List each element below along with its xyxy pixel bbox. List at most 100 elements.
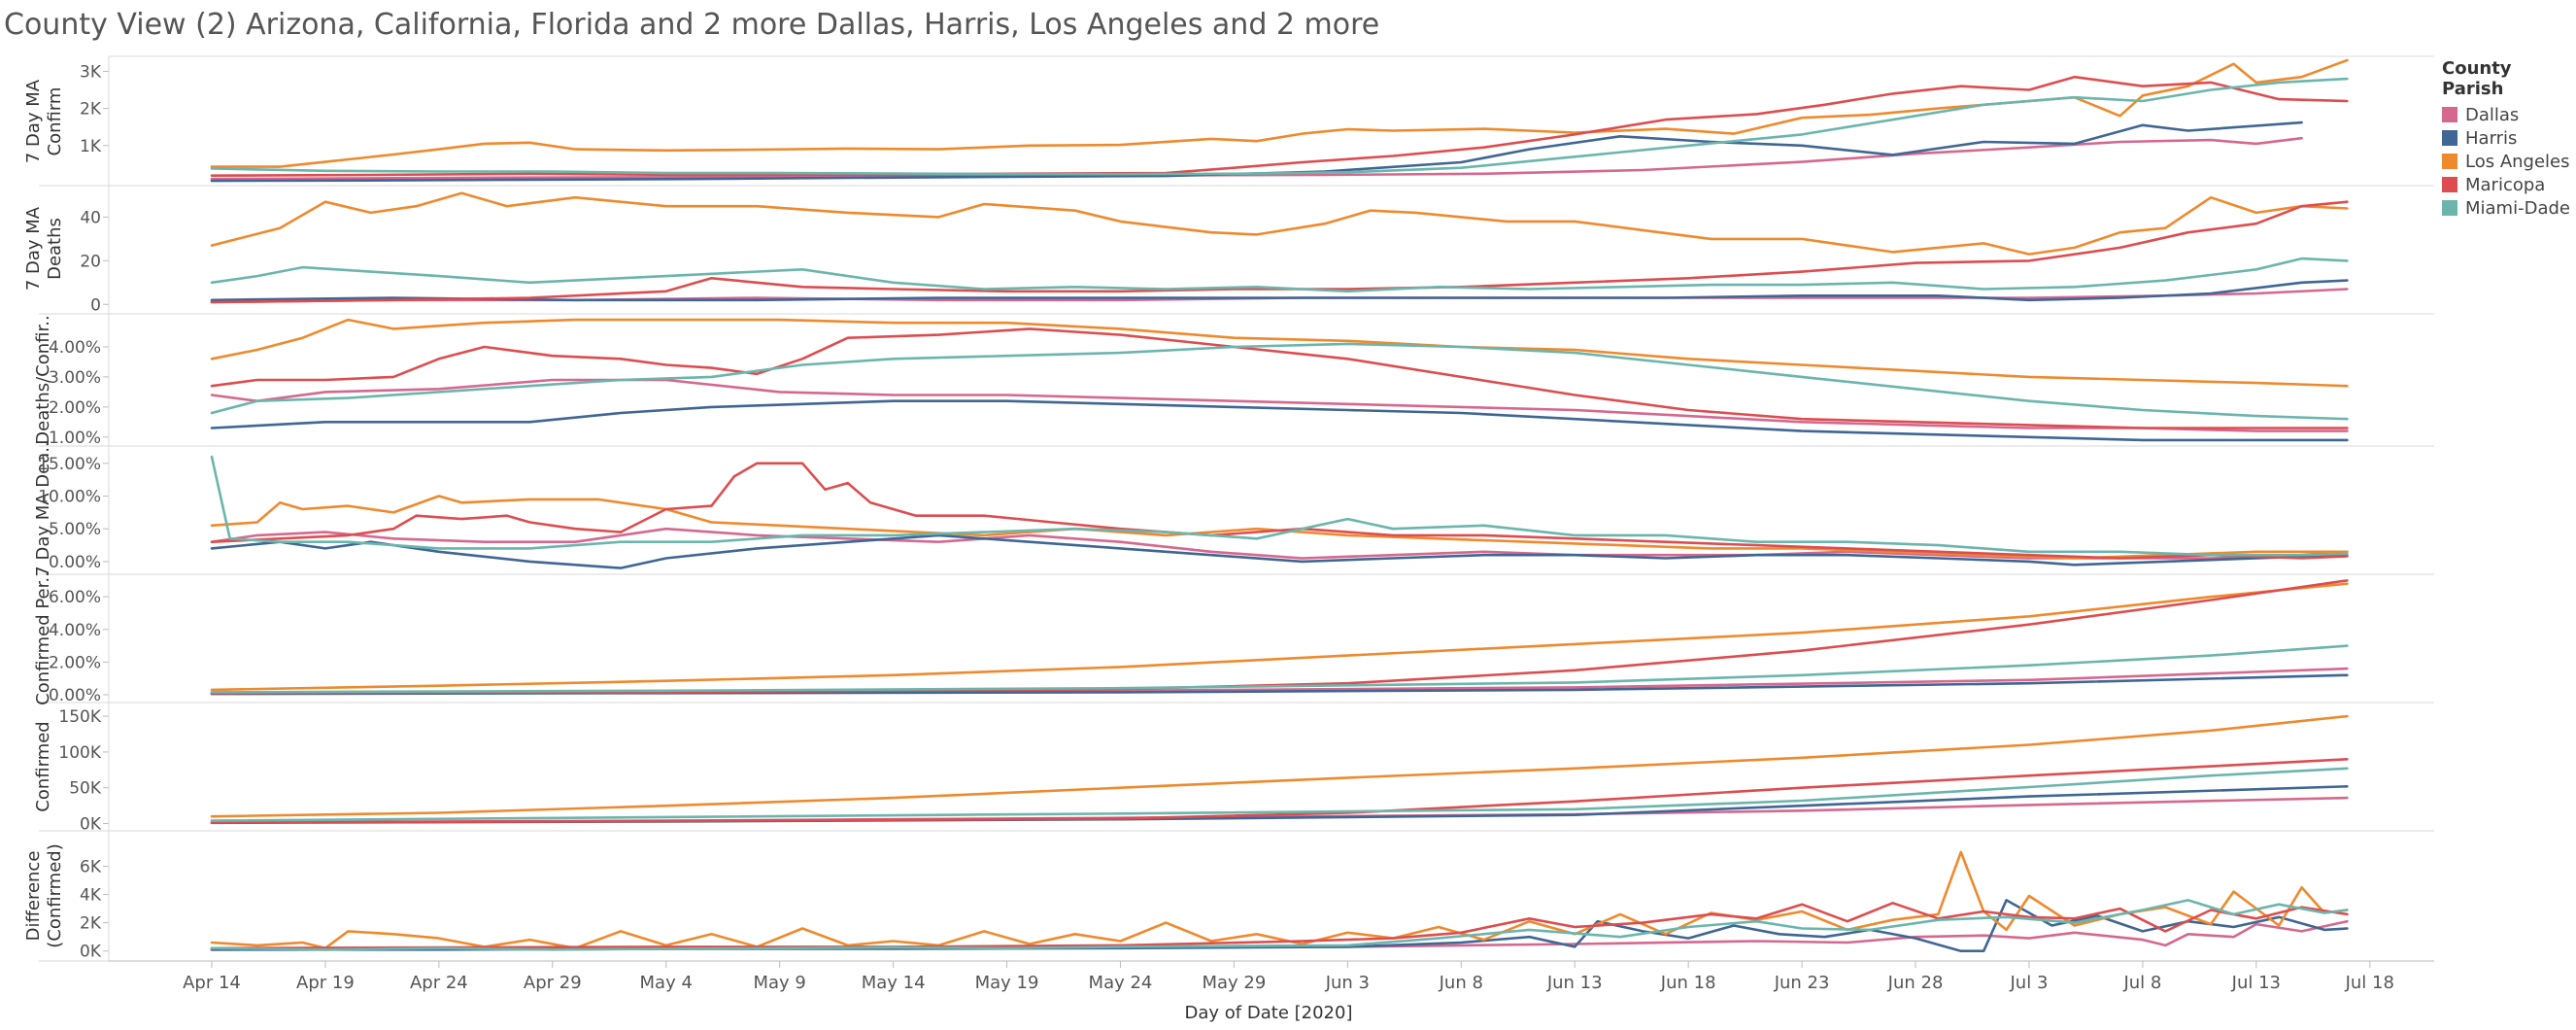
series-line-los-angeles (210, 191, 2349, 256)
panel-6: Confirmed 0K 50K 100K 150K (33, 707, 2434, 835)
series-line-maricopa (210, 75, 2349, 177)
series-line-maricopa (210, 327, 2349, 429)
series-line-harris (210, 533, 2349, 569)
y-tick-label: 6.00% (49, 588, 101, 607)
series-line-los-angeles (210, 582, 2349, 692)
legend-swatch (2442, 177, 2457, 192)
y-tick-label: 1K (80, 137, 102, 156)
y-axis-label: Difference(Confirmed) (23, 843, 65, 948)
y-tick-label: 4.00% (49, 338, 101, 358)
x-axis-title: Day of Date [2020] (1185, 1003, 1353, 1023)
x-tick-label: Jun 23 (1774, 973, 1830, 993)
y-tick-label: 20 (80, 252, 101, 271)
panel-4: 7 Day MA Dea..0.00% 5.00% 10.00% 15.00% (33, 441, 2434, 577)
y-axis-label: 7 Day MAConfirm (23, 79, 65, 163)
y-tick-label: 2.00% (49, 653, 101, 672)
series-line-miami-dade (210, 767, 2349, 822)
panel-3: Deaths/Confir..1.00% 2.00% 3.00% 4.00% (33, 315, 2434, 448)
x-tick-label: May 14 (862, 973, 926, 993)
series-line-los-angeles (210, 850, 2349, 950)
series-line-miami-dade (210, 77, 2349, 176)
x-tick-label: Jul 8 (2122, 973, 2161, 993)
x-tick-label: Jun 3 (1325, 973, 1370, 993)
y-tick-label: 2K (80, 914, 102, 934)
x-tick-label: May 4 (640, 973, 693, 993)
y-tick-label: 3K (80, 62, 102, 82)
x-tick-label: May 29 (1202, 973, 1266, 993)
series-line-los-angeles (210, 714, 2349, 818)
legend-swatch (2442, 200, 2457, 216)
panel-5: Confirmed Per..0.00% 2.00% 4.00% 6.00% (33, 571, 2434, 705)
y-tick-label: 2.00% (49, 398, 101, 418)
y-axis-label: 7 Day MA Dea.. (33, 441, 53, 576)
series-line-maricopa (210, 902, 2349, 950)
y-tick-label: 10.00% (38, 488, 101, 507)
y-tick-label: 6K (80, 857, 102, 876)
series-line-miami-dade (210, 342, 2349, 421)
y-tick-label: 40 (80, 208, 101, 227)
x-axis: Apr 14 Apr 19 Apr 24 Apr 29 May 4 May 9 May 14… (109, 960, 2434, 1023)
series-line-los-angeles (210, 318, 2349, 388)
x-tick-label: Jul 18 (2345, 973, 2394, 993)
series-line-harris (210, 120, 2303, 183)
legend-label: Miami-Dade (2465, 197, 2570, 219)
y-axis-label: Confirmed (33, 721, 53, 811)
y-tick-label: 0K (80, 943, 102, 962)
y-tick-label: 4K (80, 886, 102, 906)
y-axis-label: 7 Day MADeaths (23, 206, 65, 291)
y-tick-label: 5.00% (49, 520, 101, 539)
legend-swatch (2442, 107, 2457, 122)
y-tick-label: 3.00% (49, 368, 101, 388)
y-tick-label: 2K (80, 100, 102, 120)
legend-label: Harris (2465, 127, 2518, 149)
series-line-miami-dade (210, 257, 2349, 293)
y-tick-label: 0.00% (49, 553, 101, 572)
legend-items: Dallas Harris Los Angeles Maricopa Miami-Dad… (2442, 103, 2574, 220)
series-line-los-angeles (210, 58, 2349, 168)
y-axis-label-line: 7 Day MA (23, 79, 44, 163)
x-tick-label: Apr 24 (410, 973, 468, 993)
legend-swatch (2442, 154, 2457, 169)
y-axis-label: Confirmed Per.. (33, 571, 53, 705)
x-tick-label: Jun 18 (1660, 973, 1716, 993)
y-axis-label-line: Confirm (45, 87, 65, 156)
legend-item-maricopa[interactable]: Maricopa (2442, 173, 2574, 196)
x-tick-label: Jun 28 (1887, 973, 1944, 993)
series-line-dallas (210, 378, 2349, 432)
y-tick-label: 1.00% (49, 429, 101, 448)
series-line-dallas (210, 136, 2303, 181)
y-tick-label: 15.00% (38, 455, 101, 474)
series-line-harris (210, 279, 2349, 302)
y-tick-label: 100K (58, 743, 101, 763)
x-tick-label: Jul 13 (2231, 973, 2281, 993)
x-tick-label: May 24 (1089, 973, 1153, 993)
legend-label: Maricopa (2465, 174, 2546, 195)
legend-item-dallas[interactable]: Dallas (2442, 103, 2574, 126)
y-axis-label-line: 7 Day MA (23, 206, 44, 291)
legend-item-miami-dade[interactable]: Miami-Dade (2442, 196, 2574, 220)
legend-title: County Parish (2442, 58, 2512, 99)
legend-label: Dallas (2465, 104, 2520, 125)
panel-2: 7 Day MADeaths 0 20 40 (23, 191, 2434, 315)
y-axis-label-line: (Confirmed) (45, 843, 65, 948)
y-axis-label-line: 7 Day MA Dea.. (33, 441, 53, 576)
y-tick-label: 0.00% (49, 686, 101, 705)
legend-item-los-angeles[interactable]: Los Angeles (2442, 150, 2574, 173)
y-tick-label: 0K (80, 815, 102, 835)
x-tick-label: Apr 29 (524, 973, 582, 993)
legend-item-harris[interactable]: Harris (2442, 126, 2574, 150)
x-tick-label: May 9 (753, 973, 805, 993)
panel-1: 7 Day MAConfirm 1K 2K 3K (23, 58, 2434, 187)
x-tick-label: May 19 (975, 973, 1039, 993)
y-tick-label: 4.00% (49, 621, 101, 640)
x-tick-label: Jun 8 (1439, 973, 1483, 993)
series-line-harris (210, 399, 2349, 442)
legend: County Parish Dallas Harris Los Angeles Mar… (2442, 58, 2574, 220)
series-line-maricopa (210, 462, 2349, 560)
x-tick-label: Jun 13 (1546, 973, 1603, 993)
series-line-miami-dade (210, 644, 2349, 694)
x-tick-label: Apr 19 (296, 973, 355, 993)
y-tick-label: 150K (58, 707, 101, 727)
